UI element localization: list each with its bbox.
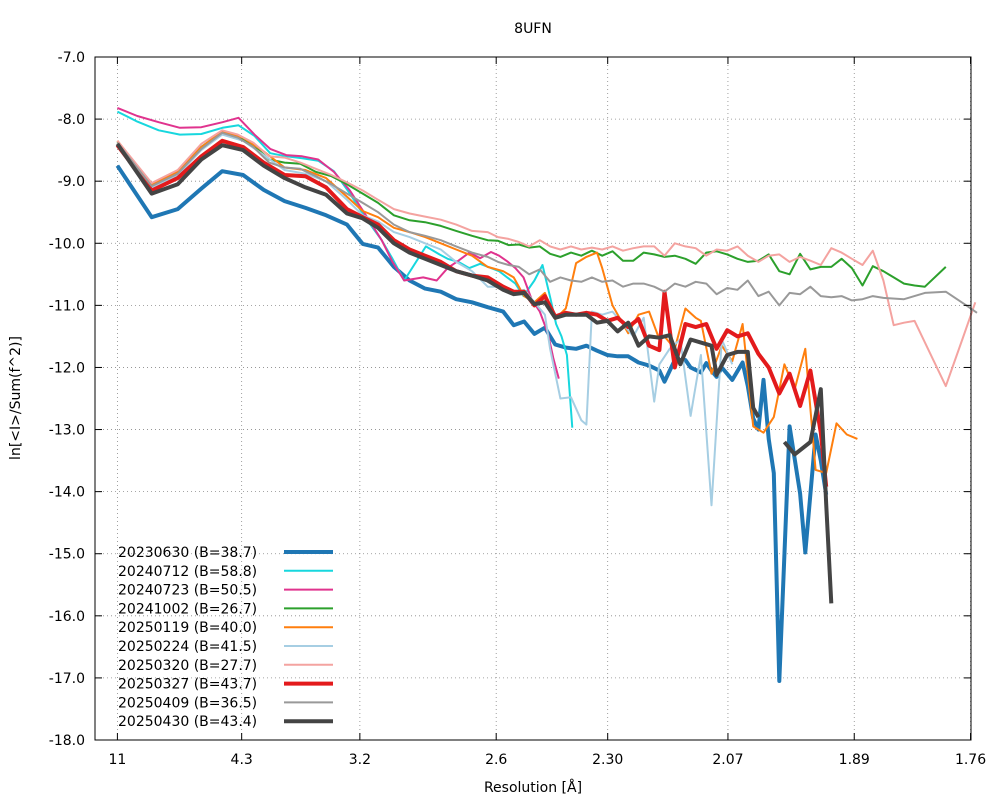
series-line-6 bbox=[116, 129, 977, 388]
legend: 20230630 (B=38.7) 20240712 (B=58.8) 202407… bbox=[118, 545, 333, 730]
x-tick-label: 4.3 bbox=[231, 752, 253, 768]
series-line-1 bbox=[116, 110, 574, 428]
series-line-4 bbox=[116, 130, 858, 474]
legend-label: 20240723 (B=50.5) bbox=[118, 583, 257, 599]
y-tick-label: -15.0 bbox=[49, 547, 85, 563]
series-line-0 bbox=[115, 164, 829, 683]
legend-label: 20250327 (B=43.7) bbox=[118, 677, 257, 693]
legend-label: 20250430 (B=43.4) bbox=[118, 714, 257, 730]
legend-label: 20250320 (B=27.7) bbox=[118, 658, 257, 674]
legend-label: 20241002 (B=26.7) bbox=[118, 601, 257, 617]
y-tick-label: -14.0 bbox=[49, 485, 85, 501]
x-tick-label: 1.89 bbox=[839, 752, 870, 768]
y-tick-label: -17.0 bbox=[49, 671, 85, 687]
x-tick-label: 3.2 bbox=[349, 752, 371, 768]
series-line-9 bbox=[115, 142, 834, 604]
y-axis: -7.0 -8.0 -9.0 -10.0 -11.0 -12.0 -13.0 -14.0 -15… bbox=[49, 50, 971, 749]
grid-lines bbox=[95, 56, 971, 741]
series-line-2 bbox=[117, 106, 560, 379]
y-tick-label: -11.0 bbox=[49, 298, 85, 314]
legend-label: 20250224 (B=41.5) bbox=[118, 639, 257, 655]
x-tick-label: 2.30 bbox=[592, 752, 623, 768]
y-tick-label: -16.0 bbox=[49, 609, 85, 625]
series-line-8 bbox=[116, 131, 978, 314]
y-axis-label: ln[<I>/Sum(f^2)] bbox=[8, 336, 24, 460]
series-lines bbox=[115, 106, 978, 683]
legend-label: 20250119 (B=40.0) bbox=[118, 620, 257, 636]
y-tick-label: -9.0 bbox=[58, 174, 85, 190]
y-tick-label: -7.0 bbox=[58, 50, 85, 66]
series-line-3 bbox=[116, 131, 947, 288]
legend-label: 20240712 (B=58.8) bbox=[118, 564, 257, 580]
chart-title: 8UFN bbox=[514, 21, 552, 37]
x-tick-label: 2.07 bbox=[712, 752, 743, 768]
x-axis: 11 4.3 3.2 2.6 2.30 2.07 1.89 1.76 bbox=[108, 57, 986, 768]
x-tick-label: 11 bbox=[108, 752, 126, 768]
x-axis-label: Resolution [Å] bbox=[484, 779, 582, 796]
series-line-7 bbox=[115, 138, 829, 487]
legend-label: 20250409 (B=36.5) bbox=[118, 695, 257, 711]
y-tick-label: -8.0 bbox=[58, 112, 85, 128]
y-tick-label: -10.0 bbox=[49, 236, 85, 252]
plot-frame bbox=[94, 56, 972, 741]
legend-label: 20230630 (B=38.7) bbox=[118, 545, 257, 561]
x-tick-label: 2.6 bbox=[485, 752, 507, 768]
y-tick-label: -12.0 bbox=[49, 360, 85, 376]
y-tick-label: -13.0 bbox=[49, 423, 85, 439]
x-tick-label: 1.76 bbox=[955, 752, 986, 768]
y-tick-label: -18.0 bbox=[49, 733, 85, 749]
